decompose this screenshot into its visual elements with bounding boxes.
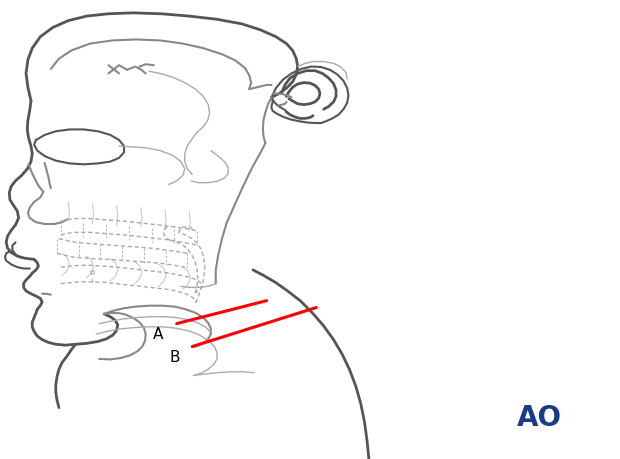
Text: A: A [153,327,163,342]
Text: B: B [169,350,180,365]
Text: AO: AO [517,403,562,432]
